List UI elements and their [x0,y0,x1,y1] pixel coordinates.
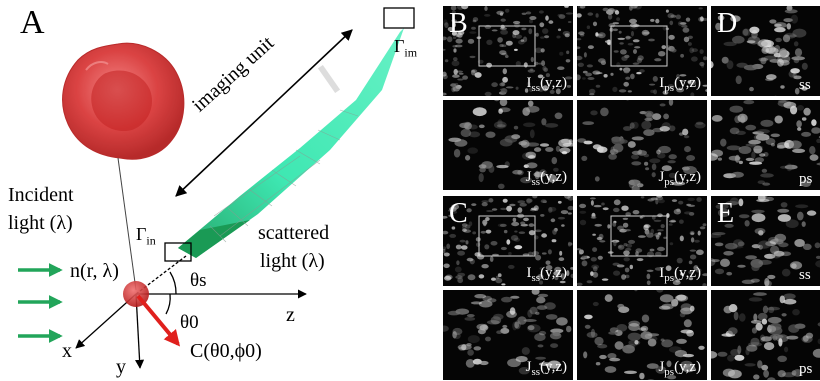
scattered-label-line2: light (λ) [260,250,325,272]
speckle-pattern [443,6,573,96]
speckle-tile: ss [711,196,820,286]
panel-a-diagram [18,7,415,369]
incident-label-line1: Incident [8,184,74,206]
tile-label: Jss(y,z) [525,169,567,188]
speckle-pattern [448,100,573,189]
speckle-tile: Iss(y,z) [443,196,573,286]
speckle-tile: Iss(y,z) [443,6,573,96]
tile-label: Jss(y,z) [525,359,567,378]
incident-arrows [18,263,63,343]
tile-label: Ips(y,z) [659,75,701,94]
tile-label: ps [799,361,813,377]
panel-letter-c: C [449,198,468,229]
incident-label-line2: light (λ) [8,212,73,234]
refractive-index-label: n(r, λ) [70,260,119,282]
speckle-pattern [711,6,808,96]
tile-label: Jps(y,z) [658,169,701,188]
speckle-tile: Ips(y,z) [577,196,707,286]
speckle-tile: Jps(y,z) [577,100,707,190]
panel-letter-d: D [717,8,738,39]
tile-label: Iss(y,z) [526,265,568,284]
cell-pointer-line [117,157,137,291]
cell-rendering [62,42,185,160]
tile-label: ss [799,267,811,283]
speckle-pattern [577,6,707,96]
tile-label: ps [799,171,813,187]
panel-letter-b: B [449,8,468,39]
direction-vector-label: C(θ0,ϕ0) [190,340,262,362]
speckle-tile: Jss(y,z) [443,290,573,380]
gamma-in-label: Γin [136,224,156,248]
panel-letter-e: E [717,198,735,229]
gamma-im-box [383,7,415,29]
gamma-in-box [164,242,192,262]
panel-letter-a: A [20,4,45,41]
speckle-pattern [583,290,705,380]
speckle-pattern [577,100,706,190]
axis-z-label: z [286,304,295,326]
speckle-pattern [711,196,820,286]
direction-vector-arrow [136,294,181,347]
speckle-tile: ps [711,290,820,380]
tile-label: Iss(y,z) [526,75,568,94]
theta-0-label: θ0 [180,312,199,333]
speckle-tile: ss [711,6,820,96]
speckle-tile: Jss(y,z) [443,100,573,190]
imaging-unit-arrow [175,29,353,197]
axis-x-label: x [62,340,72,362]
speckle-tile: ps [711,100,820,190]
speckle-pattern [711,100,820,187]
speckle-tile: Ips(y,z) [577,6,707,96]
speckle-pattern [443,196,573,286]
axis-y-label: y [116,356,126,378]
gamma-im-label: Γim [394,36,418,60]
tile-label: Ips(y,z) [659,265,701,284]
speckle-pattern [443,290,572,375]
speckle-pattern [577,196,707,286]
tile-label: Jps(y,z) [658,359,701,378]
theta-s-label: θs [190,270,207,291]
tile-label: ss [799,77,811,93]
speckle-pattern [711,292,820,380]
scattered-label-line1: scattered [258,222,330,244]
speckle-tile: Jps(y,z) [577,290,707,380]
